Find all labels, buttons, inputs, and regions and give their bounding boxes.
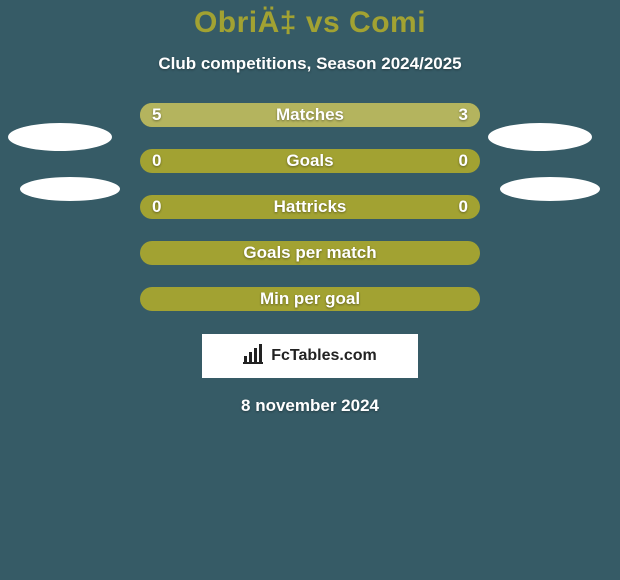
stat-bar: 5 3 Matches (140, 103, 480, 127)
stat-value-left: 0 (152, 151, 161, 171)
subtitle: Club competitions, Season 2024/2025 (0, 54, 620, 74)
stat-bar: Goals per match (140, 241, 480, 265)
stat-value-left: 0 (152, 197, 161, 217)
comparison-infographic: ObriÄ‡ vs Comi Club competitions, Season… (0, 0, 620, 580)
stat-value-left: 5 (152, 105, 161, 125)
player-shadow-left (20, 177, 120, 201)
stat-label: Min per goal (260, 289, 360, 309)
source-badge-text: FcTables.com (271, 347, 377, 365)
source-badge: FcTables.com (202, 334, 418, 378)
chart-bars-icon (243, 344, 265, 369)
stat-label: Hattricks (274, 197, 347, 217)
stat-value-right: 3 (459, 105, 468, 125)
stat-value-right: 0 (459, 197, 468, 217)
stat-label: Matches (276, 105, 344, 125)
player-shadow-right (500, 177, 600, 201)
stat-label: Goals per match (243, 243, 376, 263)
stat-row: Min per goal (0, 286, 620, 312)
stat-bar: 0 0 Hattricks (140, 195, 480, 219)
stat-label: Goals (286, 151, 333, 171)
stat-row: 0 0 Goals (0, 148, 620, 174)
stat-bar: Min per goal (140, 287, 480, 311)
stat-bar: 0 0 Goals (140, 149, 480, 173)
stat-value-right: 0 (459, 151, 468, 171)
stat-row: Goals per match (0, 240, 620, 266)
page-title: ObriÄ‡ vs Comi (0, 6, 620, 40)
date-label: 8 november 2024 (0, 396, 620, 416)
player-shadow-left (8, 123, 112, 151)
player-shadow-right (488, 123, 592, 151)
